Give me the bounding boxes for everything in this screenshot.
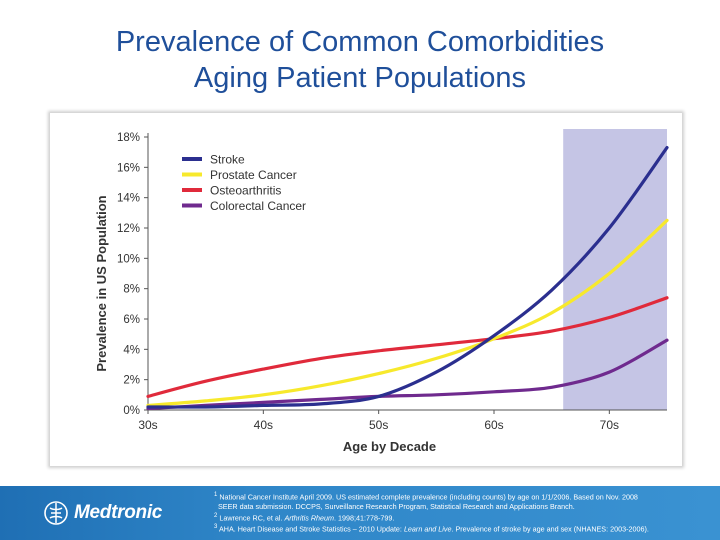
x-tick-label: 30s: [138, 418, 157, 432]
y-tick-label: 4%: [123, 344, 140, 356]
y-tick-label: 8%: [123, 284, 140, 296]
ref-2-citation: . 1998;41:778-799.: [334, 512, 395, 522]
title-line-1: Prevalence of Common Comorbidities: [115, 26, 605, 58]
ref-2-number: 2: [214, 512, 218, 519]
logo-text: Medtronic: [74, 502, 163, 523]
series-line-stroke: [146, 146, 669, 409]
ref-3-number: 3: [214, 523, 218, 530]
ref-3-detail: . Prevalence of stroke by age and sex (N…: [451, 523, 649, 533]
ref-1-number: 1: [214, 492, 218, 498]
ref-1-text: National Cancer Institute April 2009. US…: [219, 492, 638, 502]
legend-label-stroke: Stroke: [210, 153, 245, 167]
line-chart: 0% 2% 4% 6% 8% 10% 12% 14% 16% 18% 30s 40s 50s 60s 70s…: [94, 129, 669, 454]
ref-3-italic: Learn and Live: [403, 523, 452, 533]
x-tick-label: 50s: [369, 418, 388, 432]
y-tick-label: 16%: [117, 162, 140, 174]
y-axis-label: Prevalence in US Population: [94, 195, 109, 371]
series-line-colorectal-cancer: [146, 338, 669, 411]
y-tick-label: 14%: [117, 193, 140, 205]
reference-1-continued: SEER data submission. DCCPS, Surveillanc…: [214, 502, 714, 512]
legend-label-osteoarthritis: Osteoarthritis: [210, 184, 281, 198]
reference-1: 1 National Cancer Institute April 2009. …: [214, 491, 714, 502]
ref-1-cont: SEER data submission. DCCPS, Surveillanc…: [218, 501, 575, 511]
x-axis-label: Age by Decade: [343, 439, 436, 454]
footer-band: [0, 486, 720, 540]
medtronic-logo: Medtronic: [44, 498, 176, 528]
series-line-prostate-cancer: [146, 218, 669, 407]
x-tick-label: 60s: [484, 418, 503, 432]
y-tick-label: 6%: [123, 314, 140, 326]
y-tick-label: 10%: [117, 253, 140, 265]
ref-3-source: AHA. Heart Disease and Stroke Statistics…: [218, 523, 402, 533]
ref-2-authors: Lawrence RC, et al.: [219, 512, 283, 522]
references: 1 National Cancer Institute April 2009. …: [214, 491, 714, 534]
x-tick-label: 70s: [600, 418, 619, 432]
ref-2-journal: Arthritis Rheum: [284, 512, 334, 522]
y-tick-label: 2%: [123, 375, 140, 387]
legend-label-prostate-cancer: Prostate Cancer: [210, 168, 297, 182]
reference-3: 3 AHA. Heart Disease and Stroke Statisti…: [214, 523, 714, 534]
y-tick-label: 18%: [117, 132, 140, 144]
legend-label-colorectal-cancer: Colorectal Cancer: [210, 199, 306, 213]
reference-2: 2 Lawrence RC, et al. Arthritis Rheum. 1…: [214, 512, 714, 523]
slide-title: Prevalence of Common Comorbidities Aging…: [0, 24, 720, 96]
series-line-osteoarthritis: [146, 296, 669, 398]
y-tick-label: 0%: [123, 405, 140, 417]
chart-frame: 0% 2% 4% 6% 8% 10% 12% 14% 16% 18% 30s 40s 50s 60s 70s…: [50, 113, 682, 466]
title-line-2: Aging Patient Populations: [193, 62, 527, 94]
x-tick-label: 40s: [254, 418, 273, 432]
medtronic-emblem-icon: [44, 501, 68, 525]
y-tick-label: 12%: [117, 223, 140, 235]
